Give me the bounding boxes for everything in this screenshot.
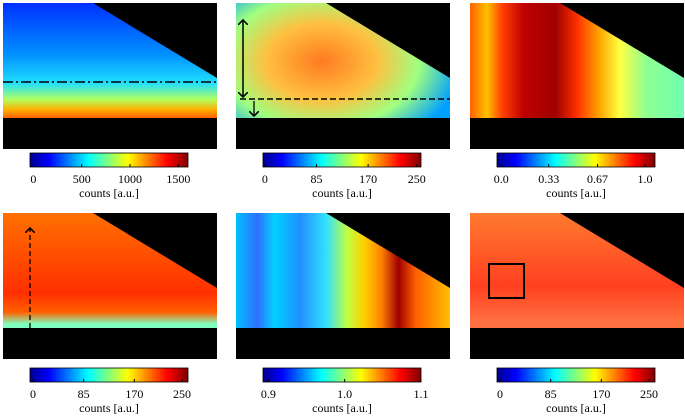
panel: (c) 0.0 0.33 0.67 1.0 counts [a.u.] xyxy=(470,3,684,200)
panel-label: (c) xyxy=(665,6,678,20)
mask-bottom xyxy=(470,118,684,149)
colorbar xyxy=(496,152,656,168)
tick-label: 85 xyxy=(78,387,90,401)
mask-corner xyxy=(93,3,217,78)
tick-label: 1.1 xyxy=(414,387,429,401)
tick-label: 0 xyxy=(262,172,268,186)
colorbar-label: counts [a.u.] xyxy=(546,186,606,200)
tick-label: 500 xyxy=(73,172,91,186)
panel-label: (d) xyxy=(196,216,211,230)
tick-label: 0 xyxy=(497,387,503,401)
tick-label: 1.0 xyxy=(637,172,652,186)
panel-label: (b) xyxy=(429,6,444,20)
tick-label: 0.33 xyxy=(538,172,559,186)
tick-label: 170 xyxy=(592,387,610,401)
mask-bottom xyxy=(3,328,217,359)
tick-label: 170 xyxy=(359,172,377,186)
mask-corner xyxy=(326,213,450,288)
colorbar-label: counts [a.u.] xyxy=(79,401,139,415)
mask-corner xyxy=(560,3,684,78)
panel: (f) 0 85 170 250 counts [a.u.] xyxy=(470,213,684,415)
mask-bottom xyxy=(470,328,684,359)
mask-corner xyxy=(560,213,684,288)
colorbar-label: counts [a.u.] xyxy=(546,401,606,415)
tick-label: 0 xyxy=(30,387,36,401)
tick-label: 250 xyxy=(173,387,191,401)
mask-corner xyxy=(326,3,450,78)
tick-label: 1.0 xyxy=(337,387,352,401)
tick-label: 1000 xyxy=(118,172,142,186)
region-box xyxy=(488,263,525,299)
tick-label: 250 xyxy=(640,387,658,401)
tick-label: 1500 xyxy=(166,172,190,186)
panel-label: (a) xyxy=(197,6,211,20)
colorbar-label: counts [a.u.] xyxy=(312,186,372,200)
tick-label: 0.0 xyxy=(494,172,509,186)
tick-label: 170 xyxy=(125,387,143,401)
panel-label: (f) xyxy=(666,216,678,230)
tick-label: 0.67 xyxy=(587,172,608,186)
mask-bottom xyxy=(236,328,450,359)
panel: (d) 0 85 170 250 counts [a.u.] xyxy=(3,213,217,415)
tick-label: 250 xyxy=(408,172,426,186)
colorbar xyxy=(29,152,189,168)
colorbar xyxy=(496,367,656,383)
panel: (a) 0 500 1000 1500 counts [a.u.] xyxy=(3,3,217,200)
panel: (b) 0 85 170 250 counts [a.u.] xyxy=(236,3,450,200)
mask-bottom xyxy=(236,118,450,149)
colorbar-label: counts [a.u.] xyxy=(312,401,372,415)
tick-label: 0 xyxy=(30,172,36,186)
tick-label: 85 xyxy=(310,172,322,186)
tick-label: 85 xyxy=(545,387,557,401)
tick-label: 0.9 xyxy=(261,387,276,401)
colorbar xyxy=(29,367,189,383)
mask-corner xyxy=(93,213,217,288)
panel: (e) 0.9 1.0 1.1 counts [a.u.] xyxy=(236,213,450,415)
colorbar xyxy=(262,152,422,168)
mask-bottom xyxy=(3,118,217,149)
colorbar-label: counts [a.u.] xyxy=(79,186,139,200)
colorbar xyxy=(262,367,422,383)
panel-label: (e) xyxy=(431,216,444,230)
